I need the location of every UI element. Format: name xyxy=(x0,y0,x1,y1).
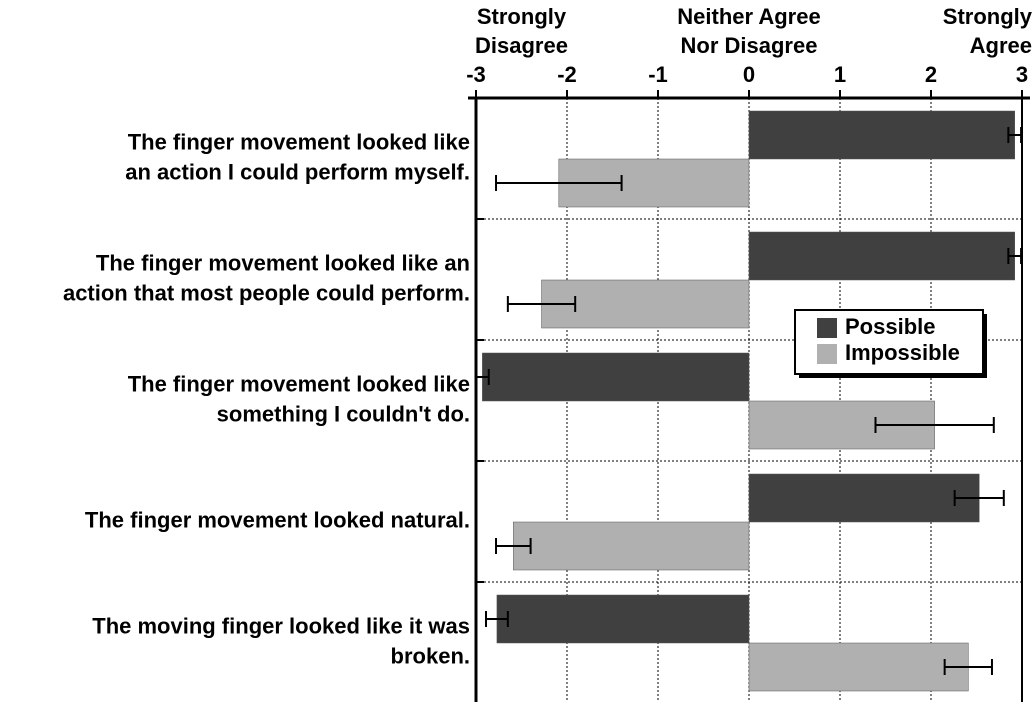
error-bar xyxy=(495,538,532,554)
error-bar xyxy=(485,611,509,627)
annotation: Disagree xyxy=(475,33,568,58)
error-bar xyxy=(1007,127,1023,143)
error-bar xyxy=(874,417,995,433)
category-label: The moving finger looked like it was xyxy=(92,613,470,638)
category-label: an action I could perform myself. xyxy=(125,159,470,184)
x-tick-label: 3 xyxy=(1016,62,1028,87)
annotation: Agree xyxy=(970,33,1032,58)
bar xyxy=(748,642,969,692)
category-label: The finger movement looked like an xyxy=(96,250,470,275)
category-label: something I couldn't do. xyxy=(217,401,470,426)
bar xyxy=(482,352,750,402)
error-bar xyxy=(475,369,490,385)
bar xyxy=(496,594,750,644)
category-label: The finger movement looked like xyxy=(128,371,470,396)
category-label: The finger movement looked like xyxy=(128,129,470,154)
x-tick-label: -2 xyxy=(557,62,577,87)
bar xyxy=(748,231,1015,281)
error-bar xyxy=(943,659,993,675)
bar xyxy=(513,521,750,571)
category-label: The finger movement looked natural. xyxy=(85,507,470,532)
x-tick-label: 2 xyxy=(925,62,937,87)
x-tick-label: -3 xyxy=(466,62,486,87)
annotation: Nor Disagree xyxy=(681,33,818,58)
x-tick-label: 1 xyxy=(834,62,846,87)
category-label: action that most people could perform. xyxy=(63,280,470,305)
bar xyxy=(748,473,980,523)
legend-swatch xyxy=(817,318,837,338)
error-bar xyxy=(1007,248,1023,264)
x-tick-label: 0 xyxy=(743,62,755,87)
legend-label: Possible xyxy=(845,314,935,339)
error-bar xyxy=(506,296,577,312)
bar xyxy=(748,110,1015,160)
legend-label: Impossible xyxy=(845,340,960,365)
legend-swatch xyxy=(817,344,837,364)
error-bar xyxy=(953,490,1005,506)
annotation: Strongly xyxy=(477,4,567,29)
annotation: Neither Agree xyxy=(677,4,820,29)
category-label: broken. xyxy=(391,643,470,668)
annotation: Strongly xyxy=(943,4,1033,29)
x-tick-label: -1 xyxy=(648,62,668,87)
error-bar xyxy=(495,175,623,191)
